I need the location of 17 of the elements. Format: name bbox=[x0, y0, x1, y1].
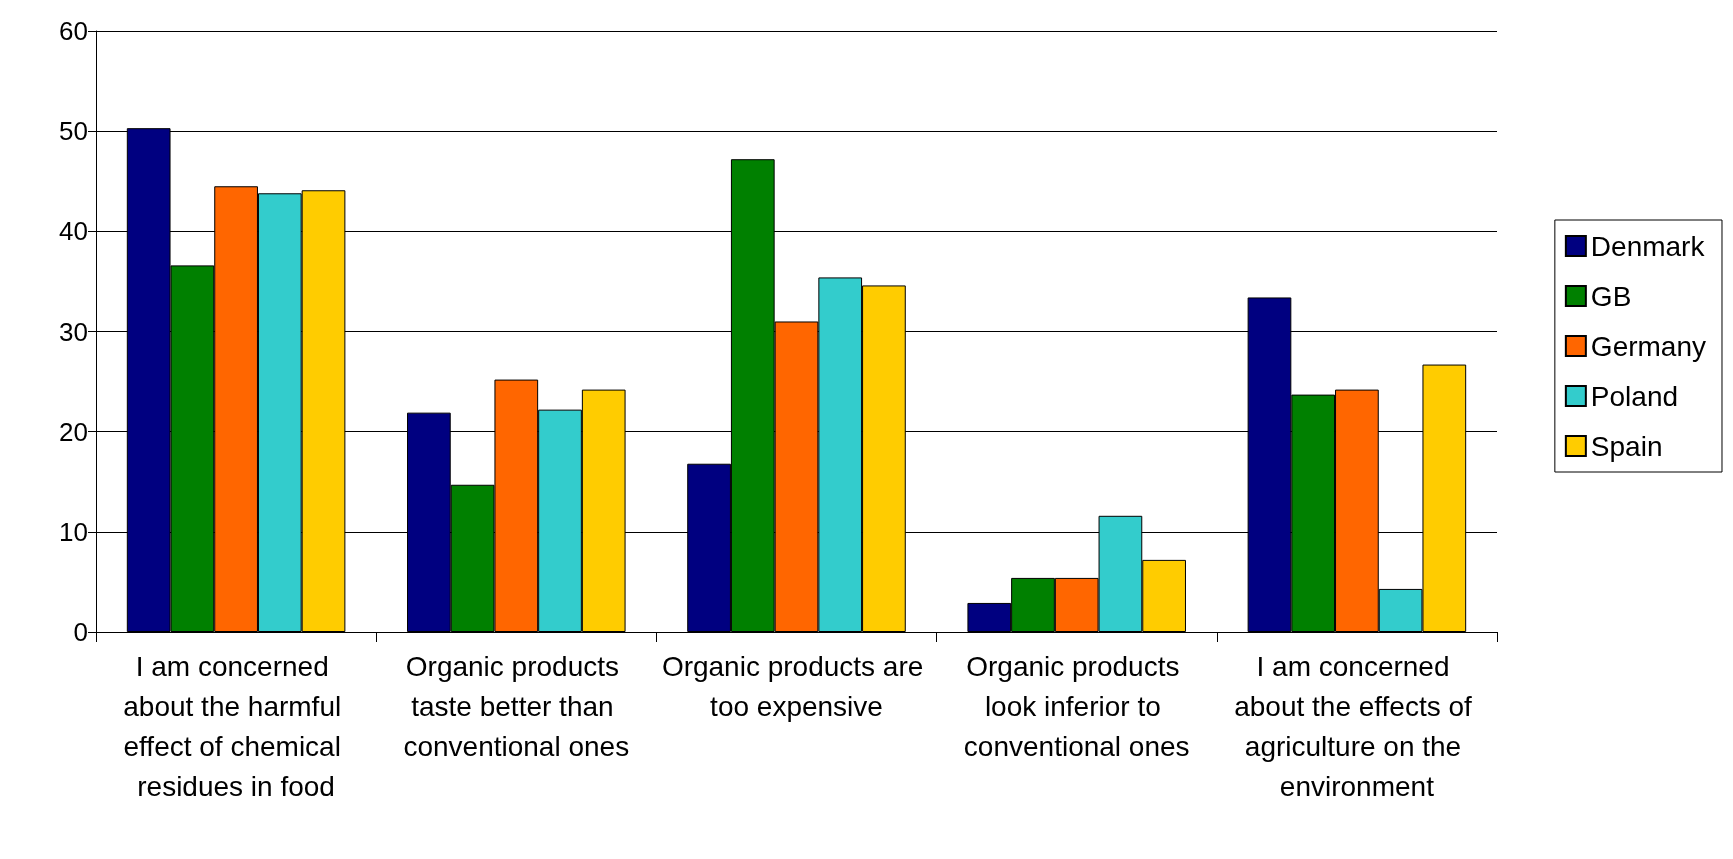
y-tick-label: 60 bbox=[59, 16, 88, 46]
x-tick-label: Organic products are too expensive bbox=[661, 650, 932, 722]
legend-label: Poland bbox=[1590, 380, 1679, 412]
y-tick-label: 30 bbox=[59, 316, 88, 347]
x-tick-label: I am concerned about the harmful effect of chemical residues in food bbox=[123, 650, 349, 802]
legend-label: Germany bbox=[1590, 330, 1707, 362]
y-tick-label: 20 bbox=[59, 416, 88, 447]
x-tick-label: I am concerned about the effects of agriculture on the environment bbox=[1234, 650, 1480, 802]
legend-label: Spain bbox=[1590, 430, 1663, 462]
y-tick-label: 0 bbox=[73, 617, 88, 647]
y-tick-label: 40 bbox=[59, 216, 88, 247]
legend-label: GB bbox=[1590, 280, 1632, 312]
y-tick-label: 10 bbox=[59, 516, 88, 547]
legend-label: Denmark bbox=[1590, 230, 1706, 262]
x-tick-label: Organic products look inferior to conventional ones bbox=[963, 650, 1190, 762]
y-tick-label: 50 bbox=[59, 116, 88, 147]
x-tick-label: Organic products taste better than conventional ones bbox=[403, 650, 630, 762]
